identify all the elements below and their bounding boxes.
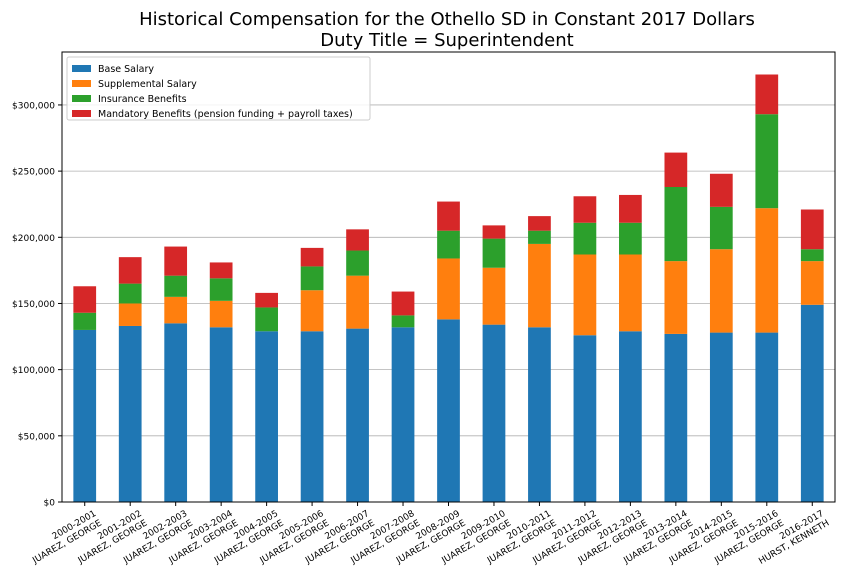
y-tick-label: $50,000 (18, 432, 55, 442)
bar-segment-insurance (437, 230, 460, 259)
bar-segment-base (664, 333, 688, 502)
bar-segment-base (164, 323, 188, 502)
bar-segment-mandatory (209, 262, 233, 279)
bar-segment-supplemental (528, 243, 551, 328)
bar-segment-insurance (528, 230, 551, 244)
bars (73, 74, 824, 502)
bar-segment-base (73, 329, 97, 502)
bar-segment-base (709, 332, 733, 502)
bar-segment-insurance (164, 275, 188, 297)
bar-segment-insurance (300, 266, 324, 291)
bar-segment-supplemental (346, 275, 369, 329)
bar-segment-supplemental (118, 303, 142, 326)
bar-segment-supplemental (300, 290, 324, 332)
bar-segment-insurance (619, 222, 642, 255)
chart-title: Historical Compensation for the Othello … (139, 9, 755, 30)
bar-segment-mandatory (482, 225, 506, 239)
bar-segment-mandatory (664, 152, 688, 187)
bar-segment-base (573, 335, 597, 502)
y-tick-label: $150,000 (12, 300, 55, 310)
bar-segment-base (619, 331, 642, 502)
bar-segment-mandatory (164, 246, 188, 276)
bar-segment-supplemental (482, 267, 506, 325)
legend: Base Salary Supplemental Salary Insurance … (66, 56, 371, 121)
y-tick-label: $300,000 (12, 101, 55, 111)
bar-segment-base (255, 331, 278, 502)
legend-swatch (72, 95, 91, 102)
bar-segment-mandatory (709, 173, 733, 207)
legend-swatch (72, 80, 91, 87)
bar-segment-mandatory (800, 209, 824, 250)
y-tick-label: $250,000 (12, 168, 55, 178)
y-tick-label: $200,000 (12, 234, 55, 244)
bar-segment-mandatory (255, 292, 278, 308)
bar-segment-base (118, 325, 142, 502)
bar-segment-insurance (664, 187, 688, 262)
legend-swatch (72, 110, 91, 117)
bar-segment-base (346, 328, 369, 502)
bar-segment-base (300, 331, 324, 502)
bar-segment-mandatory (73, 286, 97, 313)
y-axis: $0 $50,000 $100,000 $150,000 $200,000 $250,00… (12, 101, 62, 509)
legend-label: Mandatory Benefits (pension funding + pa… (98, 109, 353, 120)
bar-segment-insurance (755, 114, 779, 209)
bar-segment-insurance (255, 307, 278, 332)
bar-segment-base (482, 324, 506, 502)
bar-segment-insurance (391, 315, 415, 328)
bar-segment-mandatory (755, 74, 779, 115)
legend-label: Insurance Benefits (98, 94, 187, 105)
bar-segment-mandatory (300, 247, 324, 267)
bar-segment-supplemental (755, 208, 779, 333)
bar-segment-mandatory (346, 229, 369, 251)
chart-subtitle: Duty Title = Superintendent (320, 30, 573, 51)
x-axis: 2000-2001JUAREZ, GEORGE2001-2002JUAREZ, … (30, 502, 831, 567)
bar-segment-mandatory (437, 201, 460, 231)
bar-segment-base (391, 327, 415, 502)
bar-segment-supplemental (664, 261, 688, 334)
y-tick-label: $100,000 (12, 366, 55, 376)
bar-segment-insurance (73, 312, 97, 330)
bar-segment-insurance (346, 250, 369, 276)
bar-segment-supplemental (209, 300, 233, 328)
bar-segment-base (209, 327, 233, 502)
bar-segment-insurance (800, 249, 824, 262)
bar-segment-base (755, 332, 779, 502)
bar-segment-insurance (573, 222, 597, 255)
bar-segment-supplemental (437, 258, 460, 320)
bar-segment-mandatory (528, 216, 551, 231)
bar-segment-mandatory (391, 291, 415, 316)
legend-swatch (72, 65, 91, 72)
bar-segment-supplemental (573, 254, 597, 336)
bar-segment-insurance (482, 238, 506, 268)
bar-segment-insurance (118, 283, 142, 304)
bar-segment-mandatory (619, 194, 642, 223)
bar-segment-supplemental (800, 261, 824, 305)
bar-segment-insurance (709, 206, 733, 250)
y-tick-label: $0 (44, 499, 56, 509)
bar-segment-mandatory (118, 257, 142, 284)
bar-segment-base (528, 327, 551, 502)
bar-segment-supplemental (619, 254, 642, 332)
bar-segment-mandatory (573, 196, 597, 223)
legend-label: Supplemental Salary (98, 79, 197, 90)
bar-segment-supplemental (164, 296, 188, 324)
legend-label: Base Salary (98, 64, 154, 75)
bar-segment-insurance (209, 278, 233, 301)
bar-segment-base (437, 319, 460, 502)
bar-segment-base (800, 304, 824, 502)
bar-segment-supplemental (709, 249, 733, 333)
legend-box (66, 56, 371, 121)
